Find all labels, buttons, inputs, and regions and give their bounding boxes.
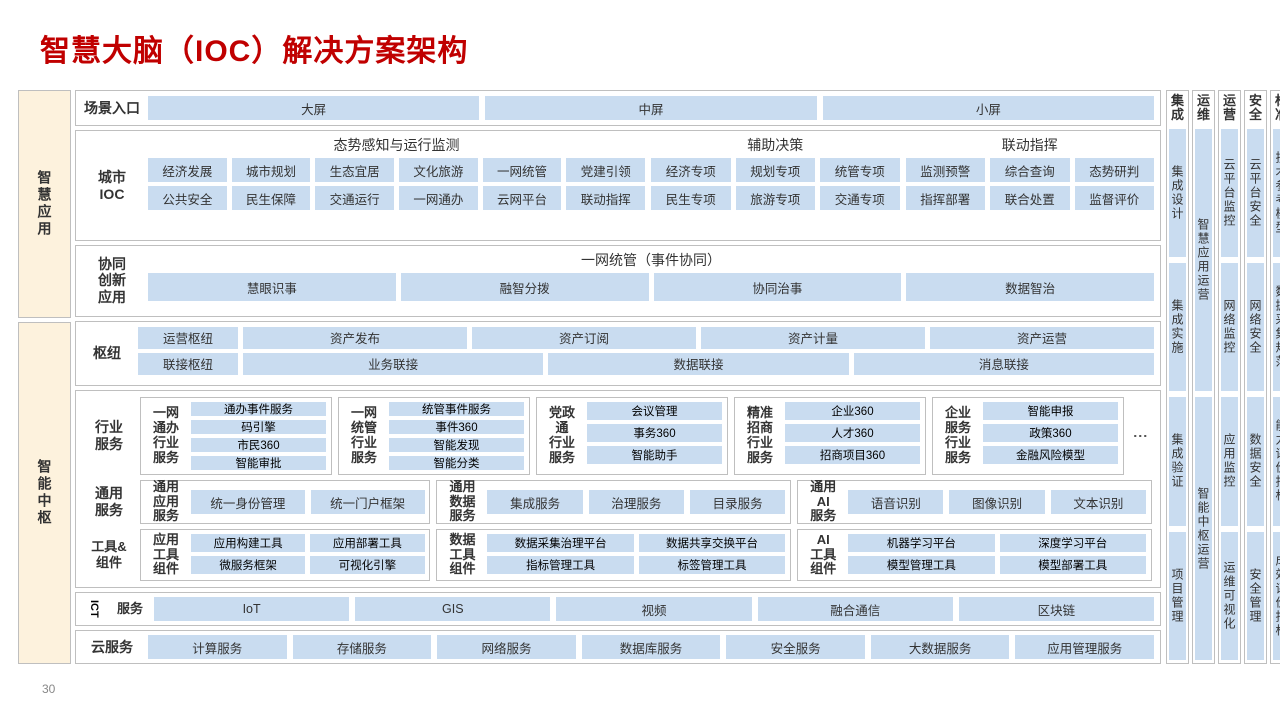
row-ict: ICT 服务 IoT GIS 视频 融合通信 区块链	[75, 592, 1161, 626]
side-columns: 集成 集成设计 集成实施 集成验证 项目管理 运维 智慧应用运营 智能中枢运营 …	[1166, 90, 1272, 664]
left-section-labels: 智慧应用 智能中枢	[18, 90, 71, 664]
industry-svc-label: 行业服务	[84, 397, 134, 475]
chip-mid-screen: 中屏	[485, 96, 816, 120]
collab-title: 一网统管（事件协同）	[148, 251, 1154, 269]
common-svc-label: 通用服务	[84, 480, 134, 524]
chip-small-screen: 小屏	[823, 96, 1154, 120]
command-title: 联动指挥	[906, 136, 1155, 154]
page-title: 智慧大脑（IOC）解决方案架构	[40, 26, 468, 70]
sidecol-ops: 运维 智慧应用运营 智能中枢运营	[1192, 90, 1215, 664]
left-label-app: 智慧应用	[18, 90, 71, 318]
row-collab: 协同创新应用 一网统管（事件协同） 慧眼识事 融智分拨 协同治事 数据智治	[75, 245, 1161, 316]
page-number: 30	[42, 682, 55, 696]
left-label-center: 智能中枢	[18, 322, 71, 664]
ellipsis-icon: ⋮	[1130, 397, 1152, 475]
sidecol-standard: 标准 技术参考模型 数据采集规范 能力评价指标 成效评价指标	[1270, 90, 1280, 664]
group-assist: 辅助决策 经济专项 规划专项 统管专项 民生专项 旅游专项 交通专项	[651, 136, 900, 235]
sidecol-security: 安全 云平台安全 网络安全 数据安全 安全管理	[1244, 90, 1267, 664]
situation-title: 态势感知与运行监测	[148, 136, 645, 154]
sidecol-operate: 运营 云平台监控 网络监控 应用监控 运维可视化	[1218, 90, 1241, 664]
row-hub: 枢纽 运营枢纽 资产发布 资产订阅 资产计量 资产运营 联接枢纽 业务联接 数据…	[75, 321, 1161, 387]
row-cloud: 云服务 计算服务 存储服务 网络服务 数据库服务 安全服务 大数据服务 应用管理…	[75, 630, 1161, 664]
group-command: 联动指挥 监测预警 综合查询 态势研判 指挥部署 联合处置 监督评价	[906, 136, 1155, 235]
city-ioc-label: 城市IOC	[82, 136, 142, 235]
row-scene-entry: 场景入口 大屏 中屏 小屏	[75, 90, 1161, 126]
sidecol-integration: 集成 集成设计 集成实施 集成验证 项目管理	[1166, 90, 1189, 664]
assist-title: 辅助决策	[651, 136, 900, 154]
center-column: 场景入口 大屏 中屏 小屏 城市IOC 态势感知与运行监测 经济发展 城市规	[75, 90, 1161, 664]
ict-label: ICT	[82, 597, 106, 621]
cloud-label: 云服务	[82, 635, 142, 659]
group-situation: 态势感知与运行监测 经济发展 城市规划 生态宜居 文化旅游 一网统管 党建引领 …	[148, 136, 645, 235]
collab-label: 协同创新应用	[82, 251, 142, 310]
hub-label: 枢纽	[82, 327, 132, 381]
row-services-block: 行业服务 一网通办行业服务 通办事件服务 码引擎 市民360 智能审批	[75, 390, 1161, 588]
main-diagram: 智慧应用 智能中枢 场景入口 大屏 中屏 小屏 城市IOC 态势感知与	[18, 90, 1161, 664]
row-city-ioc: 城市IOC 态势感知与运行监测 经济发展 城市规划 生态宜居 文化旅游 一网统管…	[75, 130, 1161, 241]
tools-label: 工具&组件	[84, 529, 134, 581]
chip-large-screen: 大屏	[148, 96, 479, 120]
scene-entry-label: 场景入口	[82, 96, 142, 120]
